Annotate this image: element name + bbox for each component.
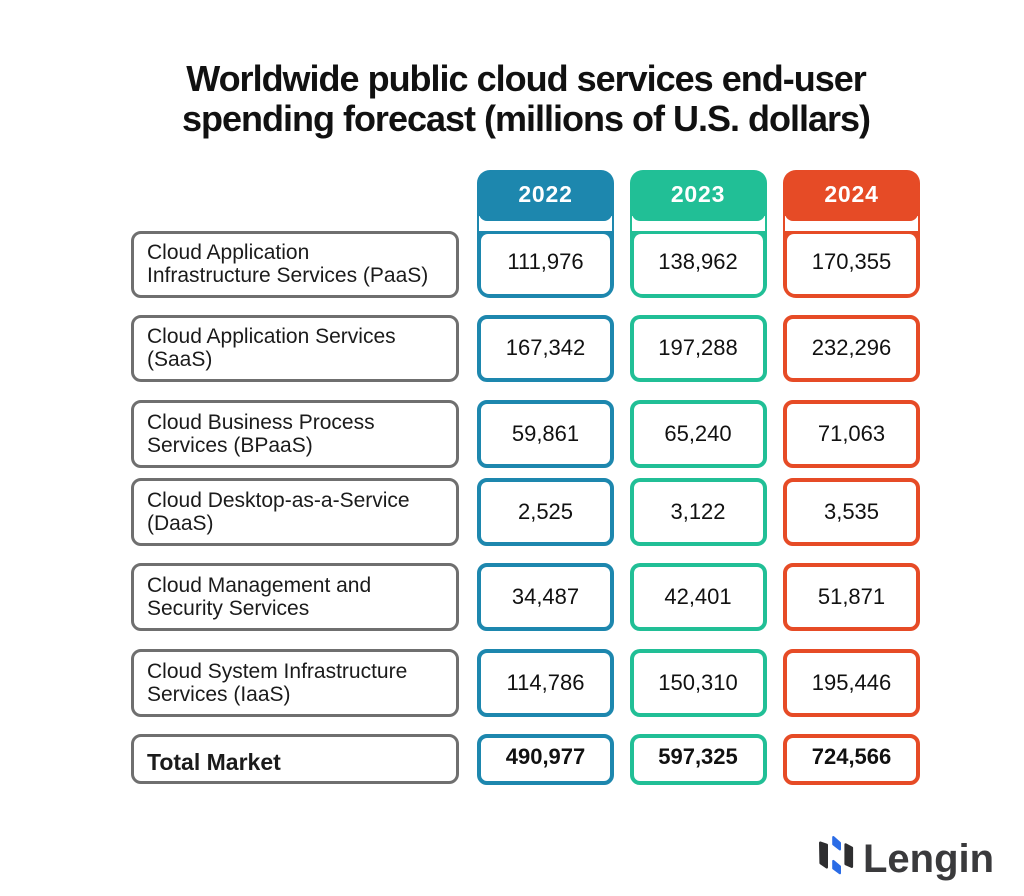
svg-text:Lengin: Lengin: [863, 837, 994, 881]
